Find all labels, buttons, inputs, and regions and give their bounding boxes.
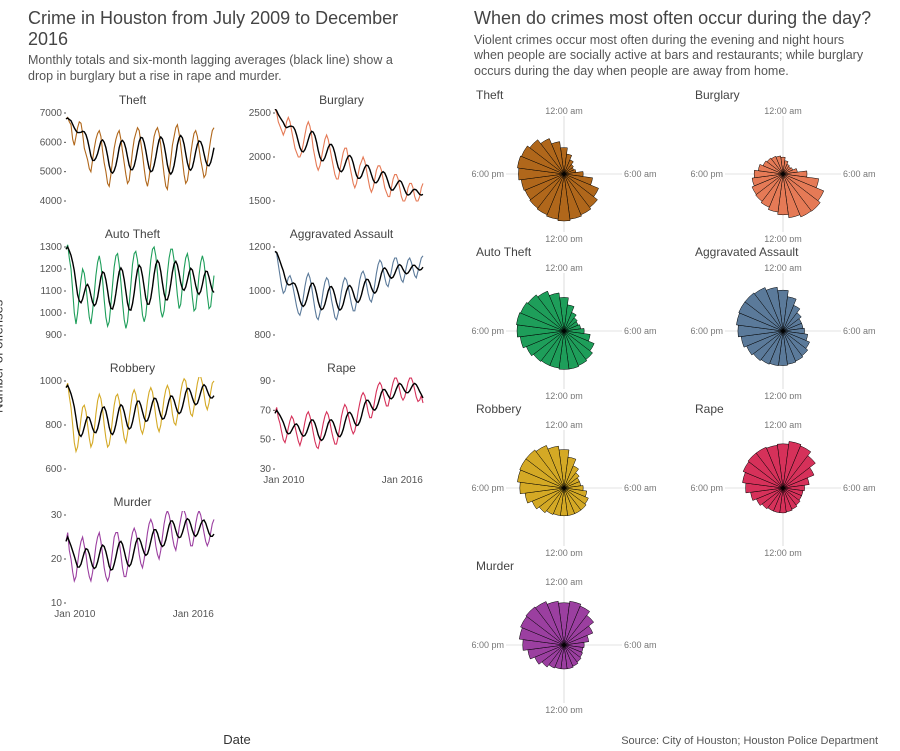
panel-title: Robbery [32, 361, 233, 375]
svg-text:1200: 1200 [40, 264, 63, 275]
timeseries-burglary: Burglary 1500 2000 2500 [241, 93, 442, 223]
svg-text:6:00 pm: 6:00 pm [690, 326, 723, 336]
timeseries-rape: Rape 30 50 70 90 Jan 2010 Jan 2016 [241, 361, 442, 491]
panel-title: Burglary [241, 93, 442, 107]
svg-text:1100: 1100 [40, 286, 62, 297]
svg-text:Jan 2016: Jan 2016 [173, 609, 215, 619]
panel-title: Burglary [695, 88, 888, 102]
svg-text:600: 600 [45, 464, 62, 475]
svg-text:12:00 am: 12:00 am [545, 263, 583, 273]
svg-text:1000: 1000 [40, 308, 63, 319]
svg-text:30: 30 [51, 511, 63, 521]
svg-text:1300: 1300 [40, 243, 63, 253]
panel-title: Theft [476, 88, 669, 102]
panel-title: Robbery [476, 402, 669, 416]
timeseries-aggravated-assault: Aggravated Assault 800 1000 1200 [241, 227, 442, 357]
panel-title: Rape [241, 361, 442, 375]
rose-grid: Theft12:00 am6:00 am12:00 pm6:00 pmBurgl… [458, 88, 888, 714]
svg-text:6:00 pm: 6:00 pm [690, 169, 723, 179]
panel-title: Murder [476, 559, 669, 573]
svg-text:6000: 6000 [40, 137, 63, 148]
svg-text:10: 10 [51, 598, 63, 609]
svg-text:50: 50 [260, 434, 272, 445]
svg-text:4000: 4000 [40, 196, 63, 207]
svg-text:800: 800 [254, 330, 271, 341]
svg-text:6:00 pm: 6:00 pm [471, 483, 504, 493]
timeseries-theft: Theft 4000 5000 6000 7000 [32, 93, 233, 223]
rose-theft: Theft 12:00 am 6:00 am 12:00 pm 6:00 pm [458, 88, 669, 243]
panel-title: Auto Theft [476, 245, 669, 259]
svg-text:70: 70 [260, 405, 272, 416]
svg-text:2500: 2500 [249, 109, 272, 119]
source-text: Source: City of Houston; Houston Police … [450, 735, 888, 747]
svg-text:90: 90 [260, 377, 272, 387]
panel-title: Murder [32, 495, 233, 509]
panel-title: Theft [32, 93, 233, 107]
svg-text:6:00 pm: 6:00 pm [471, 169, 504, 179]
timeseries-murder: Murder 10 20 30 Jan 2010 Jan 2016 [32, 495, 233, 625]
svg-text:6:00 am: 6:00 am [624, 169, 657, 179]
svg-text:1000: 1000 [249, 286, 272, 297]
left-title: Crime in Houston from July 2009 to Decem… [28, 8, 442, 49]
timeseries-grid: Theft 4000 5000 6000 7000 Burglary 1500 2000 250… [32, 93, 442, 625]
rose-aggravated-assault: Aggravated Assault 12:00 am 6:00 am 12:00 p… [677, 245, 888, 400]
rose-rape: Rape 12:00 am 6:00 am 12:00 pm 6:00 pm [677, 402, 888, 557]
svg-text:12:00 am: 12:00 am [545, 106, 583, 116]
rose-murder: Murder 12:00 am 6:00 am 12:00 pm 6:00 pm [458, 559, 669, 714]
svg-text:6:00 pm: 6:00 pm [690, 483, 723, 493]
svg-text:20: 20 [51, 554, 63, 565]
svg-text:12:00 am: 12:00 am [545, 577, 583, 587]
y-axis-label: Number of offenses [0, 300, 6, 413]
svg-text:12:00 pm: 12:00 pm [764, 548, 802, 556]
svg-text:6:00 pm: 6:00 pm [471, 326, 504, 336]
panel-title: Rape [695, 402, 888, 416]
svg-text:6:00 am: 6:00 am [624, 640, 657, 650]
svg-text:Jan 2010: Jan 2010 [263, 475, 305, 485]
svg-text:Jan 2010: Jan 2010 [54, 609, 96, 619]
svg-text:900: 900 [45, 330, 62, 341]
svg-text:30: 30 [260, 464, 272, 475]
svg-text:12:00 pm: 12:00 pm [545, 705, 583, 713]
svg-text:6:00 am: 6:00 am [843, 326, 876, 336]
timeseries-robbery: Robbery 600 800 1000 [32, 361, 233, 491]
left-subtitle: Monthly totals and six-month lagging ave… [28, 53, 418, 84]
svg-text:7000: 7000 [40, 109, 63, 119]
panel-title: Aggravated Assault [695, 245, 888, 259]
panel-title: Auto Theft [32, 227, 233, 241]
svg-text:6:00 am: 6:00 am [624, 326, 657, 336]
timeseries-auto-theft: Auto Theft 900 1000 1100 1200 1300 [32, 227, 233, 357]
svg-text:1000: 1000 [40, 377, 63, 387]
svg-text:6:00 am: 6:00 am [843, 483, 876, 493]
svg-text:12:00 pm: 12:00 pm [764, 234, 802, 242]
svg-text:6:00 am: 6:00 am [624, 483, 657, 493]
svg-text:5000: 5000 [40, 166, 63, 177]
svg-text:12:00 am: 12:00 am [764, 106, 802, 116]
svg-text:12:00 am: 12:00 am [764, 263, 802, 273]
svg-text:6:00 pm: 6:00 pm [471, 640, 504, 650]
rose-burglary: Burglary 12:00 am 6:00 am 12:00 pm 6:00 pm [677, 88, 888, 243]
svg-text:12:00 am: 12:00 am [545, 420, 583, 430]
rose-robbery: Robbery 12:00 am 6:00 am 12:00 pm 6:00 pm [458, 402, 669, 557]
svg-text:12:00 pm: 12:00 pm [545, 548, 583, 556]
x-axis-label: Date [32, 732, 442, 747]
right-subtitle: Violent crimes occur most often during t… [474, 33, 864, 80]
svg-text:12:00 pm: 12:00 pm [545, 234, 583, 242]
svg-text:Jan 2016: Jan 2016 [382, 475, 424, 485]
svg-text:800: 800 [45, 420, 62, 431]
right-title: When do crimes most often occur during t… [474, 8, 888, 29]
svg-text:6:00 am: 6:00 am [843, 169, 876, 179]
svg-text:1200: 1200 [249, 243, 272, 253]
svg-text:2000: 2000 [249, 152, 272, 163]
svg-text:1500: 1500 [249, 196, 272, 207]
svg-text:12:00 am: 12:00 am [764, 420, 802, 430]
svg-text:12:00 pm: 12:00 pm [764, 391, 802, 399]
panel-title: Aggravated Assault [241, 227, 442, 241]
svg-text:12:00 pm: 12:00 pm [545, 391, 583, 399]
rose-auto-theft: Auto Theft 12:00 am 6:00 am 12:00 pm 6:00 pm [458, 245, 669, 400]
